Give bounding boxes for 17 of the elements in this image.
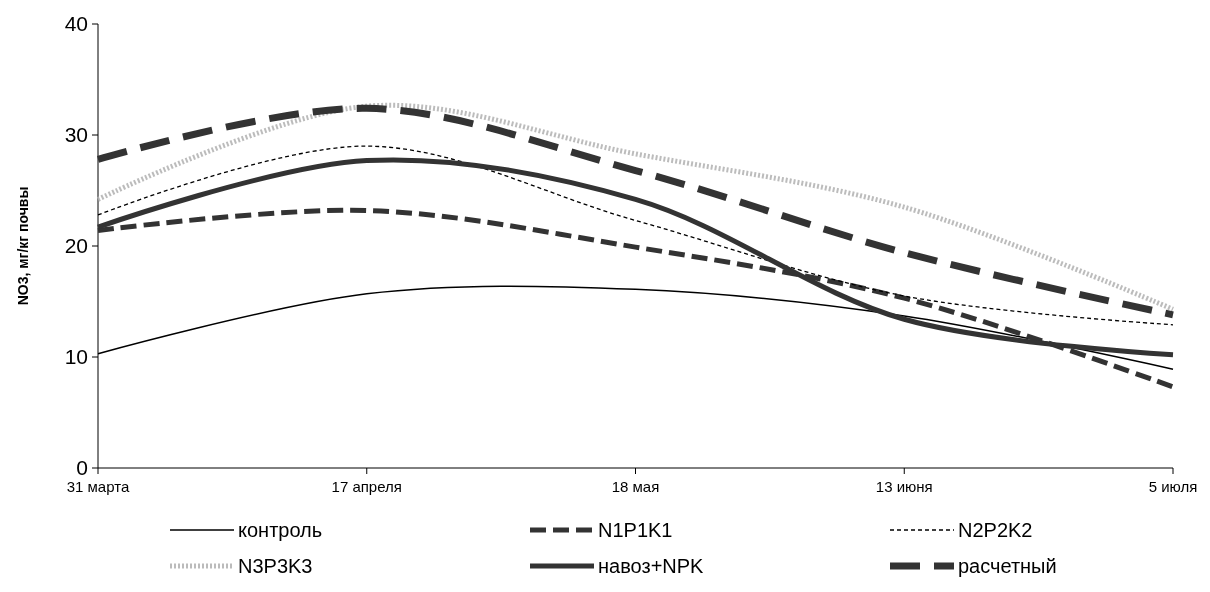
x-tick-label: 5 июля bbox=[1148, 478, 1198, 495]
y-tick-label: 30 bbox=[64, 123, 88, 147]
legend-label: навоз+NPK bbox=[598, 555, 705, 577]
y-tick-label: 20 bbox=[64, 234, 88, 258]
legend-label: N2P2K2 bbox=[958, 519, 1033, 541]
y-tick-label: 40 bbox=[64, 12, 88, 36]
legend-label: контроль bbox=[238, 519, 323, 541]
legend-label: N3P3K3 bbox=[238, 555, 313, 577]
x-tick-label: 13 июня bbox=[875, 478, 933, 495]
legend-label: N1P1K1 bbox=[598, 519, 673, 541]
y-tick-label: 0 bbox=[76, 456, 88, 480]
x-tick-label: 18 мая bbox=[611, 478, 660, 495]
x-tick-label: 17 апреля bbox=[331, 478, 402, 495]
x-tick-label: 31 марта bbox=[66, 478, 130, 495]
y-axis-title: NO3, мг/кг почвы bbox=[15, 186, 31, 306]
y-tick-label: 10 bbox=[64, 345, 88, 369]
legend-label: расчетный bbox=[958, 555, 1057, 577]
